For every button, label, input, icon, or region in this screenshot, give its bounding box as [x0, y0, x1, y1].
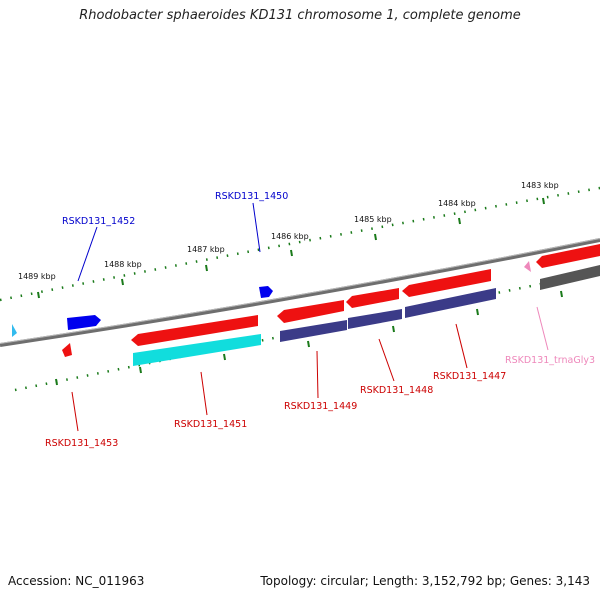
tick-ring-outer — [0, 186, 600, 302]
tick-label: 1483 kbp — [521, 181, 559, 190]
leader-line — [536, 306, 549, 351]
major-tick — [374, 233, 377, 241]
major-tick — [223, 353, 226, 361]
gene-arrow-rskd131-1452[interactable] — [67, 315, 101, 330]
gene-label-rskd131-1451[interactable]: RSKD131_1451 — [174, 419, 247, 430]
tick-label: 1488 kbp — [104, 260, 142, 269]
gene-shadow-rskd131-1448 — [348, 309, 402, 329]
gene-shadow-rskd131-1451 — [133, 334, 261, 366]
gene-label-rskd131-1453[interactable]: RSKD131_1453 — [45, 438, 118, 449]
major-tick — [121, 278, 124, 286]
leader-line — [378, 338, 395, 382]
leader-line — [455, 323, 468, 369]
leader-line — [200, 371, 208, 416]
gene-arrow-rskd131-1447[interactable] — [402, 269, 491, 297]
gene-arrow-right-edge[interactable] — [536, 244, 600, 268]
major-tick — [392, 325, 395, 333]
tick-label: 1486 kbp — [271, 232, 309, 241]
major-tick — [37, 291, 40, 299]
chromosome-backbone — [0, 238, 600, 347]
trna-arrow-rskd131-trnagly3[interactable] — [524, 261, 531, 272]
gene-arrow-rskd131-1449[interactable] — [277, 300, 344, 323]
major-tick — [458, 217, 461, 225]
gene-label-rskd131-1447[interactable]: RSKD131_1447 — [433, 371, 506, 382]
tick-label: 1487 kbp — [187, 245, 225, 254]
gene-arrow-small-cyan[interactable] — [12, 324, 17, 337]
gene-arrow-rskd131-1453[interactable] — [62, 343, 72, 357]
major-tick — [205, 264, 208, 272]
gene-arrow-rskd131-1451[interactable] — [131, 315, 258, 346]
leader-line — [252, 202, 261, 253]
tick-label: 1489 kbp — [18, 272, 56, 281]
major-tick — [542, 197, 545, 205]
major-tick — [55, 378, 58, 386]
leader-line — [71, 391, 79, 432]
major-tick — [560, 290, 563, 298]
gene-arrow-rskd131-1448[interactable] — [346, 288, 399, 308]
gene-label-rskd131-trnagly3[interactable]: RSKD131_trnaGly3 — [505, 355, 595, 366]
gene-shadow-rskd131-1447 — [405, 288, 496, 318]
gene-arrow-rskd131-1450[interactable] — [259, 286, 273, 298]
accession-text: Accession: NC_011963 — [8, 574, 145, 588]
leader-line — [77, 226, 98, 282]
gene-label-rskd131-1449[interactable]: RSKD131_1449 — [284, 401, 357, 412]
gene-label-rskd131-1448[interactable]: RSKD131_1448 — [360, 385, 433, 396]
gene-label-rskd131-1452[interactable]: RSKD131_1452 — [62, 216, 135, 227]
major-tick — [139, 366, 142, 374]
tick-label: 1484 kbp — [438, 199, 476, 208]
major-tick — [307, 340, 310, 348]
gene-shadow-rskd131-1449 — [280, 320, 347, 342]
leader-line — [316, 350, 319, 399]
map-title: Rhodobacter sphaeroides KD131 chromosome… — [79, 8, 521, 23]
major-tick — [290, 249, 293, 257]
gene-label-rskd131-1450[interactable]: RSKD131_1450 — [215, 191, 288, 202]
genome-summary-text: Topology: circular; Length: 3,152,792 bp… — [260, 574, 590, 588]
major-tick — [476, 308, 479, 316]
gene-shadow-right-edge — [540, 265, 600, 290]
tick-label: 1485 kbp — [354, 215, 392, 224]
